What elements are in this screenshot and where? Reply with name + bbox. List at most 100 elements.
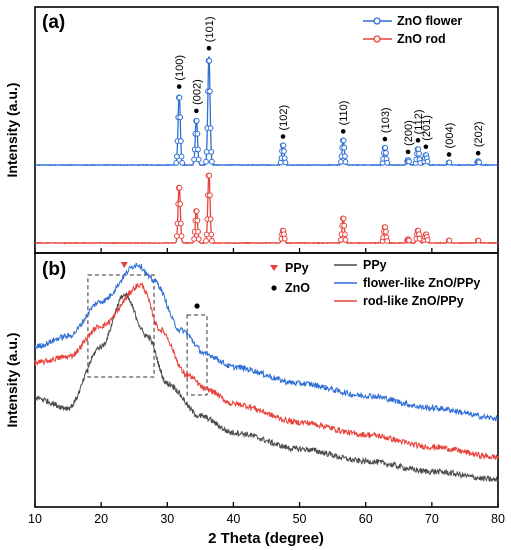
peak-marker <box>338 237 344 243</box>
peak-marker <box>207 192 213 199</box>
peak-dot <box>405 149 411 155</box>
peak-marker <box>281 235 288 242</box>
peak-dot <box>382 136 388 142</box>
x-tick-labels: 10 20 30 40 50 60 70 80 <box>28 512 505 526</box>
peak-dot <box>475 150 481 156</box>
x-tick-label: 20 <box>94 512 108 526</box>
legend-marker-zno-flower <box>373 17 381 25</box>
ppy-triangle-icon <box>120 262 128 268</box>
legend-marker-zno-rod <box>373 35 381 43</box>
peak-marker <box>194 217 201 224</box>
series-rod-like-zno-ppy <box>34 281 499 461</box>
panel-a-x-ticks <box>34 248 499 253</box>
peak-label: (102) <box>278 105 290 131</box>
peak-marker <box>194 130 201 137</box>
peak-marker <box>193 118 200 124</box>
peak-label: (201) <box>421 115 433 141</box>
legend-label-flower-zno-ppy: flower-like ZnO/PPy <box>363 276 480 290</box>
peak-marker <box>195 146 201 153</box>
peak-marker <box>177 201 184 207</box>
peak-marker <box>342 159 349 165</box>
peak-dot <box>340 129 346 134</box>
peak-marker <box>209 238 215 244</box>
x-tick-label: 70 <box>425 512 439 526</box>
series-ppy <box>34 291 499 483</box>
peak-marker <box>174 233 180 240</box>
peak-marker <box>208 149 215 155</box>
peak-marker <box>406 237 412 244</box>
peak-marker <box>191 156 198 163</box>
peak-marker <box>383 150 389 156</box>
peak-label: (100) <box>174 55 186 81</box>
peak-marker <box>203 158 209 165</box>
peak-marker <box>176 184 183 191</box>
peak-label: (103) <box>380 107 392 133</box>
legend-label-zno-flower: ZnO flower <box>397 14 462 28</box>
panel-b-legend: PPy flower-like ZnO/PPy rod-like ZnO/PPy <box>334 258 480 308</box>
x-tick-label: 40 <box>226 512 240 526</box>
x-tick-label: 50 <box>293 512 307 526</box>
peak-marker <box>342 237 349 243</box>
peak-marker <box>207 88 213 95</box>
legend-ppy-triangle-icon <box>270 265 278 271</box>
peak-marker <box>340 137 347 144</box>
peak-marker <box>203 149 210 155</box>
peak-marker <box>338 159 344 165</box>
legend-ppy-marker-label: PPy <box>285 261 309 275</box>
panel-b-frame <box>34 252 499 508</box>
peak-marker <box>406 158 412 165</box>
peak-label: (202) <box>473 121 485 147</box>
peak-marker <box>195 236 202 242</box>
peak-marker <box>193 208 200 215</box>
peak-marker <box>173 160 180 166</box>
peak-marker <box>203 238 209 244</box>
peak-marker <box>195 228 201 235</box>
peak-marker <box>342 231 348 238</box>
peak-marker <box>281 148 287 155</box>
panel-a-label: (a) <box>42 12 65 33</box>
peak-label: (004) <box>444 123 456 149</box>
peak-marker <box>206 57 213 64</box>
peak-dot <box>176 84 182 89</box>
peak-marker <box>209 158 215 165</box>
peak-marker <box>382 144 389 151</box>
peak-marker <box>195 156 202 163</box>
peak-marker <box>384 238 391 244</box>
legend-item-ppy: PPy <box>334 258 387 272</box>
peak-marker <box>179 160 186 166</box>
legend-item-rod-zno-ppy: rod-like ZnO/PPy <box>334 294 464 308</box>
peak-marker <box>341 144 348 151</box>
panel-b-y-axis-label: Intensity (a.u.) <box>4 333 20 428</box>
peak-marker <box>415 146 422 153</box>
panel-b-x-ticks <box>34 502 499 507</box>
panel-b: (b) PPy ZnO PPy flower-like ZnO/PPy rod-… <box>34 252 499 508</box>
panel-b-marker-legend: PPy ZnO <box>270 261 310 295</box>
peak-marker <box>203 231 210 238</box>
peak-marker <box>178 153 185 160</box>
legend-item-flower-zno-ppy: flower-like ZnO/PPy <box>334 276 480 290</box>
peak-label: (101) <box>204 17 216 43</box>
peak-label: (112) <box>413 109 425 134</box>
peak-dot <box>206 45 212 51</box>
peak-marker <box>342 153 348 160</box>
panel-a-legend: ZnO flower ZnO rod <box>363 14 462 46</box>
peak-marker <box>207 125 214 132</box>
series-line <box>34 172 498 245</box>
peak-marker <box>382 224 389 231</box>
peak-dot <box>446 152 452 157</box>
legend-label-rod-zno-ppy: rod-like ZnO/PPy <box>363 294 464 308</box>
x-tick-label: 30 <box>160 512 174 526</box>
peak-marker <box>282 159 289 166</box>
peak-marker <box>174 153 180 160</box>
x-tick-label: 80 <box>491 512 505 526</box>
peak-marker <box>384 159 391 166</box>
peak-dot <box>194 108 199 114</box>
series-line <box>34 291 499 483</box>
series-zno-flower <box>34 56 498 167</box>
peak-marker <box>177 138 184 145</box>
peak-marker <box>206 172 213 179</box>
peak-marker <box>446 237 453 244</box>
panel-b-annotations <box>87 262 208 396</box>
peak-label: (110) <box>338 101 350 126</box>
